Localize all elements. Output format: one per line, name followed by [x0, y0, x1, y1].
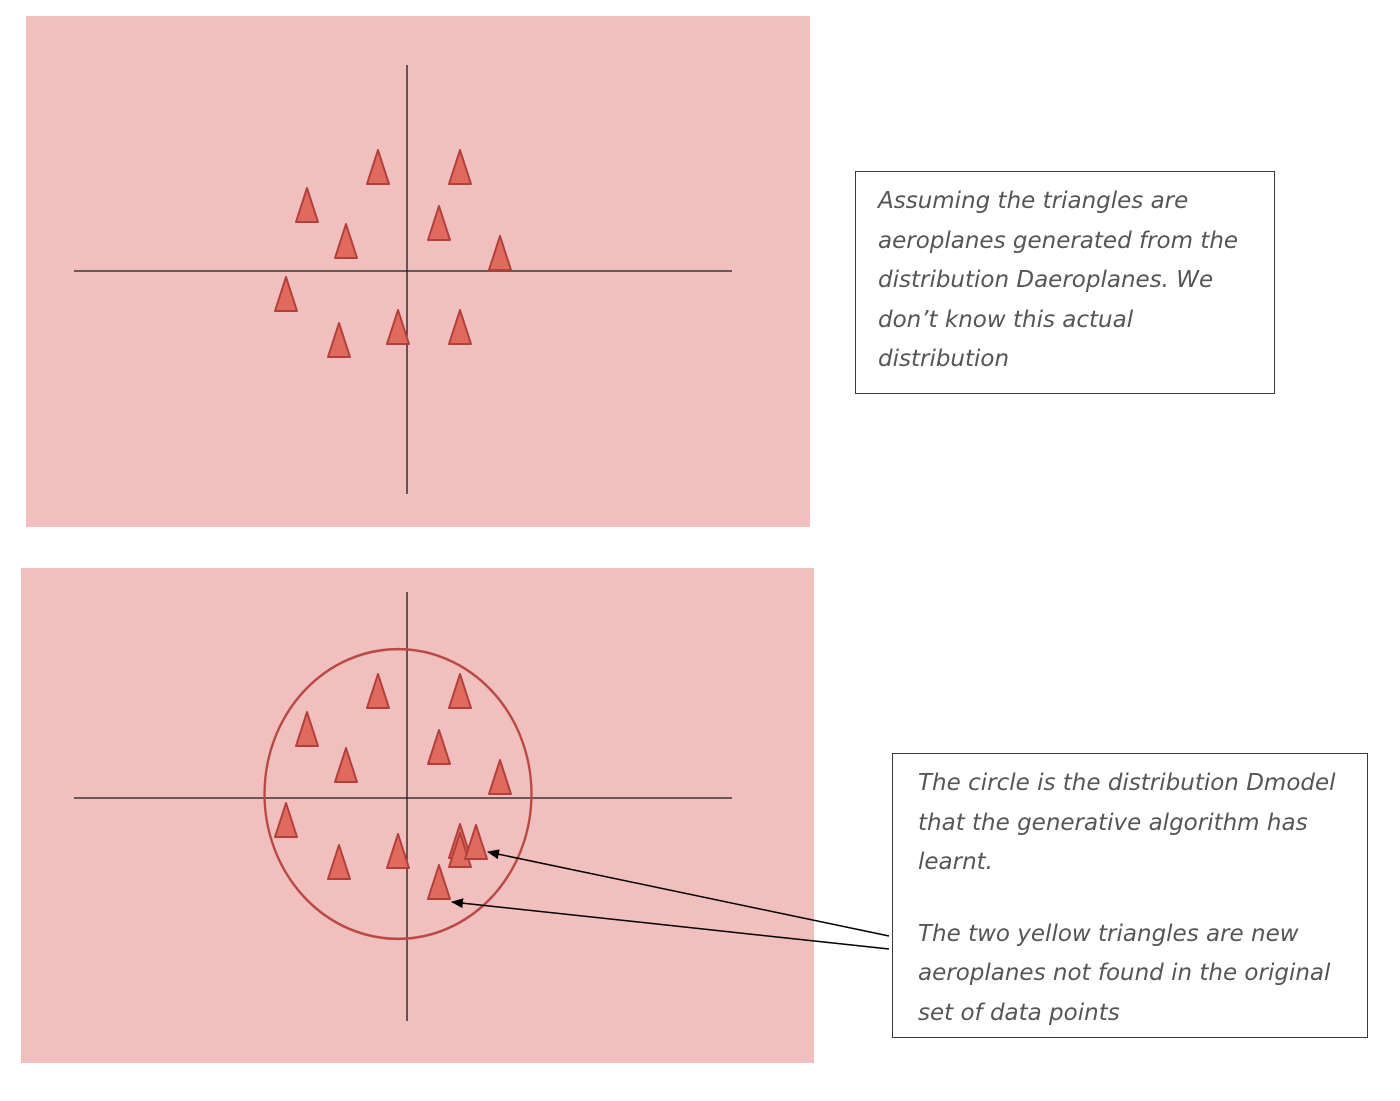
triangle-icon — [448, 309, 472, 345]
original-distribution-note: Assuming the triangles are aeroplanes ge… — [855, 171, 1275, 394]
triangle-icon — [488, 759, 512, 795]
triangle-icon — [295, 711, 319, 747]
triangle-icon — [427, 205, 451, 241]
triangle-icon — [274, 276, 298, 312]
triangle-icon — [366, 673, 390, 709]
new-triangle-icon — [427, 864, 451, 900]
triangle-icon — [327, 844, 351, 880]
note-text-circle: The circle is the distribution Dmodel th… — [918, 770, 1336, 875]
triangle-icon — [488, 235, 512, 271]
note-text: Assuming the triangles are aeroplanes ge… — [878, 188, 1239, 372]
triangle-icon — [334, 747, 358, 783]
triangle-icon — [448, 673, 472, 709]
model-distribution-note: The circle is the distribution Dmodel th… — [892, 753, 1368, 1038]
triangle-icon — [366, 149, 390, 185]
original-distribution-plot — [74, 65, 732, 494]
axes — [74, 592, 732, 1021]
note-text-new-points: The two yellow triangles are new aeropla… — [918, 920, 1331, 1026]
data-points — [274, 149, 512, 358]
model-distribution-panel — [21, 568, 814, 1063]
model-distribution-plot — [74, 592, 732, 1021]
triangle-icon — [448, 149, 472, 185]
axes — [74, 65, 732, 494]
triangle-icon — [295, 187, 319, 223]
new-triangle-icon — [464, 824, 488, 860]
model-distribution-circle — [263, 647, 533, 941]
new-data-points — [427, 824, 488, 900]
triangle-icon — [274, 802, 298, 838]
original-distribution-panel — [26, 16, 810, 527]
triangle-icon — [334, 223, 358, 259]
triangle-icon — [386, 309, 410, 345]
triangle-icon — [427, 729, 451, 765]
triangle-icon — [386, 833, 410, 869]
triangle-icon — [327, 322, 351, 358]
